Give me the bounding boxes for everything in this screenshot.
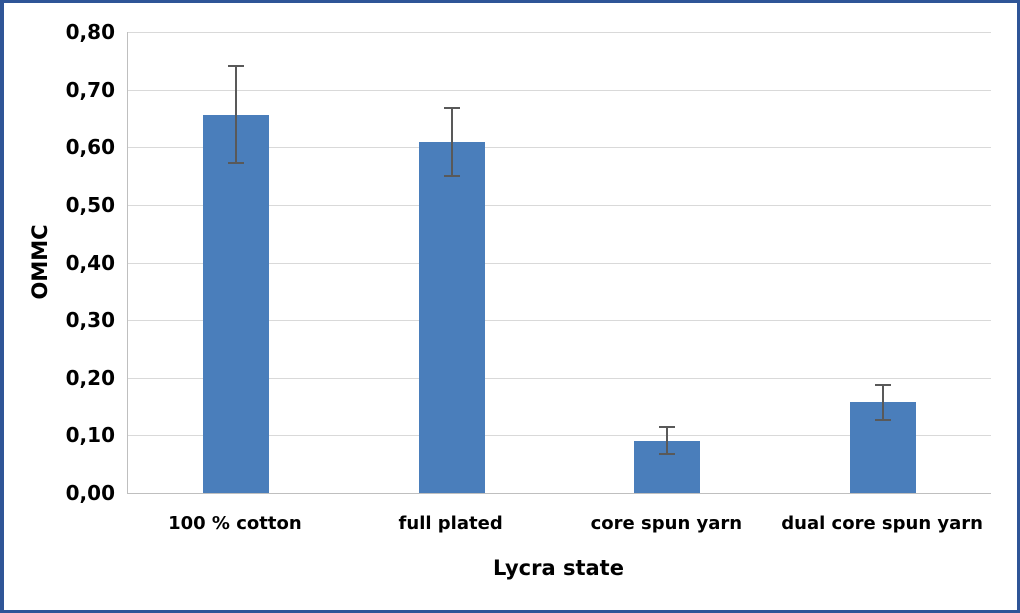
error-bar-cap bbox=[875, 383, 892, 386]
error-bar-cap bbox=[227, 64, 244, 67]
y-tick-label: 0,00 bbox=[65, 481, 115, 505]
gridline bbox=[128, 32, 991, 33]
bar bbox=[202, 114, 269, 493]
y-tick-label: 0,60 bbox=[65, 135, 115, 160]
y-tick-label: 0,20 bbox=[65, 365, 115, 390]
error-bar-cap bbox=[443, 107, 460, 110]
error-bar bbox=[882, 384, 885, 420]
gridline bbox=[128, 377, 991, 379]
y-tick-label: 0,80 bbox=[65, 20, 115, 44]
x-tick-label: full plated bbox=[398, 513, 503, 534]
y-tick-label: 0,50 bbox=[65, 192, 115, 217]
error-bar-cap bbox=[875, 418, 892, 421]
plot-area bbox=[127, 32, 991, 494]
gridline bbox=[128, 435, 991, 437]
gridline bbox=[128, 262, 991, 264]
error-bar-cap bbox=[443, 175, 460, 178]
error-bar bbox=[666, 426, 669, 454]
error-bar bbox=[234, 65, 237, 163]
gridline bbox=[128, 204, 991, 206]
bar bbox=[418, 142, 485, 493]
y-tick-label: 0,30 bbox=[65, 308, 115, 333]
error-bar-cap bbox=[659, 452, 676, 455]
gridline bbox=[128, 320, 991, 322]
x-tick-label: 100 % cotton bbox=[168, 513, 302, 534]
y-tick-label: 0,10 bbox=[65, 423, 115, 448]
error-bar bbox=[450, 108, 453, 177]
x-tick-label: dual core spun yarn bbox=[781, 513, 983, 534]
gridline bbox=[128, 89, 991, 91]
x-axis-title: Lycra state bbox=[493, 556, 624, 580]
gridline bbox=[128, 147, 991, 149]
x-tick-label: core spun yarn bbox=[590, 513, 743, 534]
error-bar-cap bbox=[227, 161, 244, 164]
y-tick-label: 0,40 bbox=[65, 250, 115, 275]
error-bar-cap bbox=[659, 425, 676, 428]
y-tick-label: 0,70 bbox=[65, 77, 115, 102]
